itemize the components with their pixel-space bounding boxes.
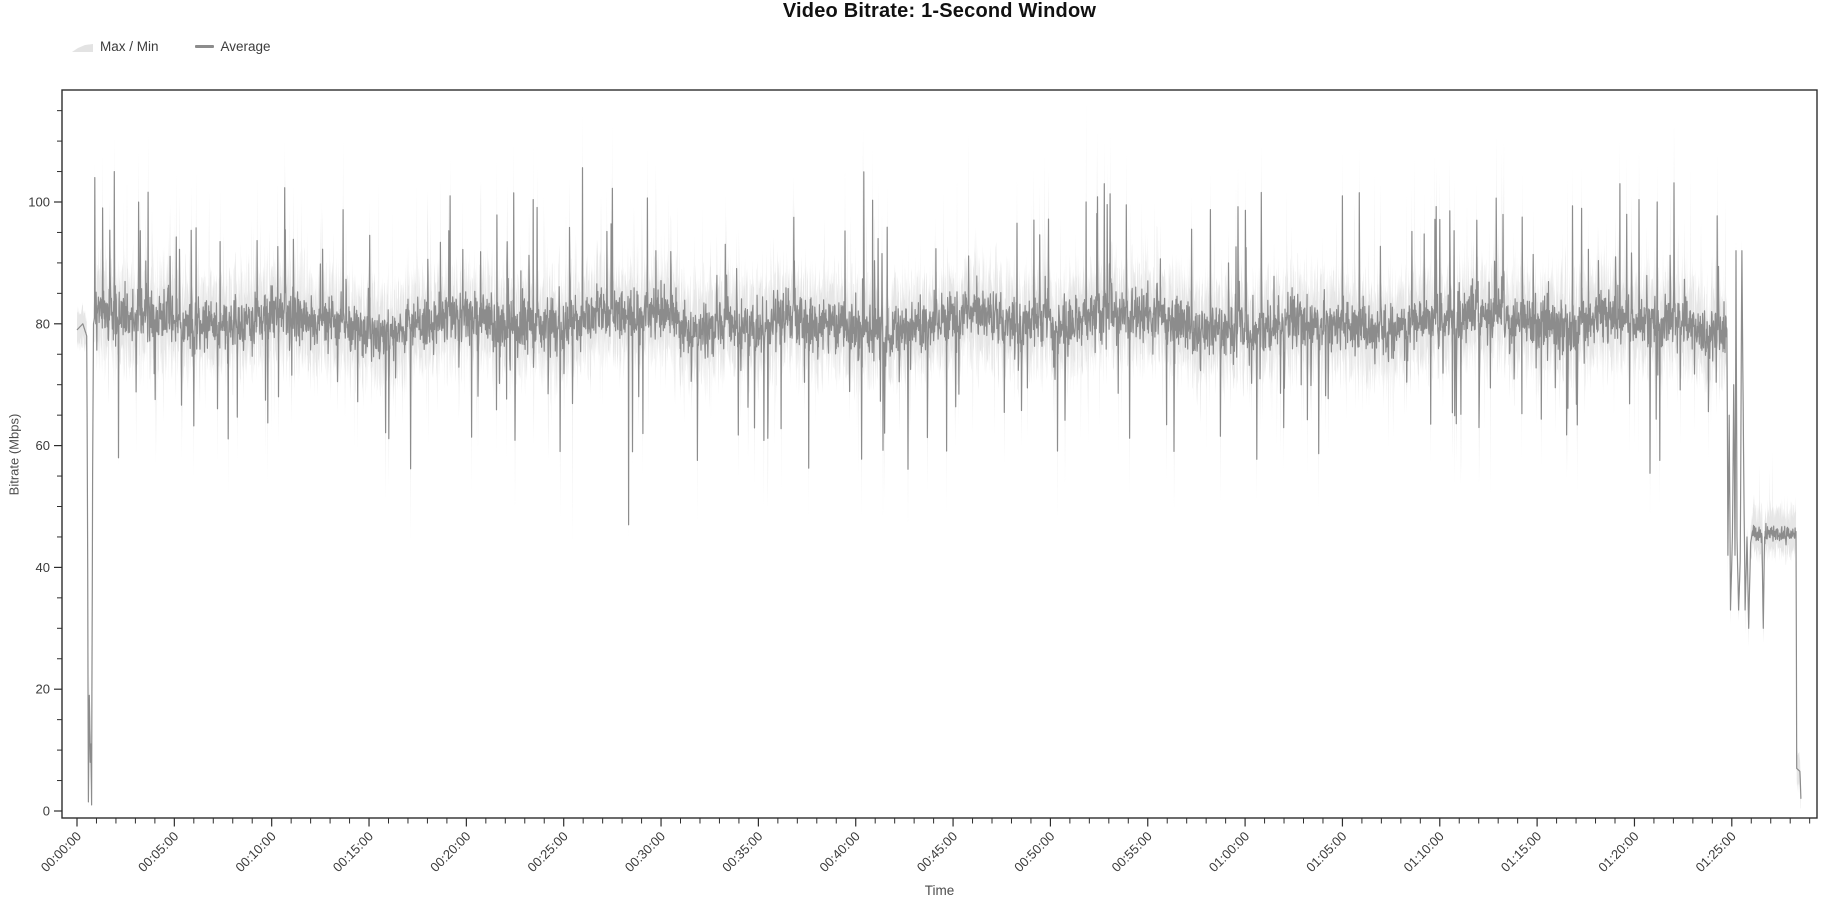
svg-text:00:50:00: 00:50:00 [1011,829,1057,875]
svg-text:100: 100 [28,195,50,210]
y-axis-ticks [54,110,62,812]
svg-text:00:05:00: 00:05:00 [135,829,181,875]
svg-text:00:35:00: 00:35:00 [719,829,765,875]
svg-text:40: 40 [36,560,50,575]
x-axis-ticks [76,818,1811,827]
svg-text:00:55:00: 00:55:00 [1109,829,1155,875]
svg-text:0: 0 [43,804,50,819]
x-axis-title: Time [924,883,955,898]
svg-text:01:05:00: 01:05:00 [1303,829,1349,875]
svg-text:01:20:00: 01:20:00 [1595,829,1641,875]
max-min-band-swatch-icon [72,43,93,52]
average-line-swatch-icon [194,45,214,48]
legend-item-average: Average [194,39,271,54]
svg-text:01:10:00: 01:10:00 [1401,829,1447,875]
svg-text:00:40:00: 00:40:00 [816,829,862,875]
y-axis-tick-labels: 0 20 40 60 80 100 [28,195,50,819]
svg-text:00:00:00: 00:00:00 [38,829,84,875]
svg-text:00:20:00: 00:20:00 [427,829,473,875]
svg-text:00:10:00: 00:10:00 [232,829,278,875]
x-axis-tick-labels: 00:00:00 00:05:00 00:10:00 00:15:00 00:20:00… [38,829,1739,875]
legend-label-average: Average [220,39,271,54]
svg-text:01:25:00: 01:25:00 [1693,829,1739,875]
svg-text:00:15:00: 00:15:00 [330,829,376,875]
svg-text:20: 20 [36,682,50,697]
plot-frame [61,89,1818,819]
svg-text:01:00:00: 01:00:00 [1206,829,1252,875]
svg-text:00:30:00: 00:30:00 [622,829,668,875]
svg-text:80: 80 [36,316,50,331]
chart-title: Video Bitrate: 1-Second Window [782,0,1097,22]
svg-text:01:15:00: 01:15:00 [1498,829,1544,875]
average-line-series [76,167,1802,806]
max-min-band-series [77,98,1801,810]
svg-text:00:45:00: 00:45:00 [914,829,960,875]
legend-label-max-min: Max / Min [100,39,159,54]
svg-text:00:25:00: 00:25:00 [524,829,570,875]
legend-item-max-min: Max / Min [72,39,159,54]
svg-text:60: 60 [36,438,50,453]
chart-legend: Max / Min Average [72,39,271,54]
